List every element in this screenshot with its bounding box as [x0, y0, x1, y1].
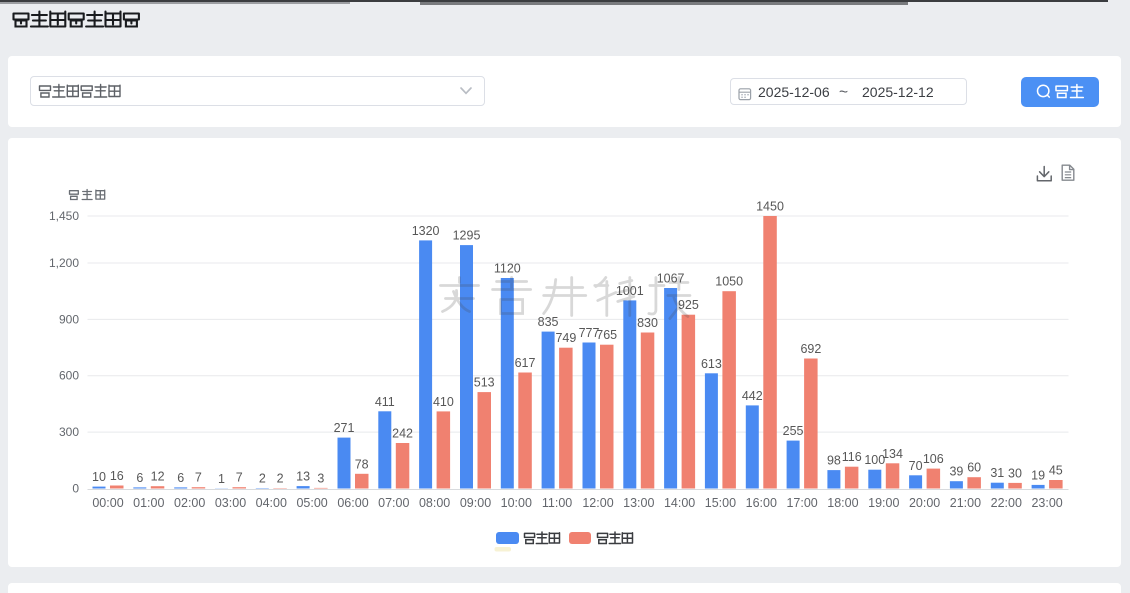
svg-text:411: 411	[375, 395, 395, 409]
svg-text:45: 45	[1049, 464, 1063, 478]
svg-text:3: 3	[317, 471, 324, 485]
svg-text:765: 765	[596, 328, 617, 342]
svg-text:05:00: 05:00	[296, 496, 327, 510]
svg-text:78: 78	[355, 457, 369, 471]
svg-text:613: 613	[701, 357, 722, 371]
svg-text:21:00: 21:00	[950, 496, 981, 510]
svg-text:242: 242	[392, 427, 413, 441]
svg-text:19: 19	[1031, 468, 1045, 482]
svg-text:7: 7	[236, 471, 243, 485]
svg-text:13: 13	[296, 470, 310, 484]
svg-text:116: 116	[842, 450, 862, 464]
svg-text:10:00: 10:00	[501, 496, 532, 510]
svg-text:410: 410	[433, 395, 454, 409]
svg-text:835: 835	[538, 315, 559, 329]
svg-text:513: 513	[474, 376, 495, 390]
svg-text:20:00: 20:00	[909, 496, 940, 510]
svg-text:98: 98	[827, 454, 841, 468]
svg-text:1120: 1120	[494, 262, 521, 276]
svg-text:749: 749	[555, 331, 576, 345]
svg-text:18:00: 18:00	[827, 496, 858, 510]
svg-text:22:00: 22:00	[991, 496, 1022, 510]
svg-text:04:00: 04:00	[256, 496, 287, 510]
svg-text:15:00: 15:00	[705, 496, 736, 510]
svg-text:16: 16	[110, 469, 124, 483]
svg-text:300: 300	[59, 425, 79, 439]
svg-text:11:00: 11:00	[542, 496, 572, 510]
svg-text:2: 2	[259, 472, 266, 486]
svg-text:442: 442	[742, 389, 763, 403]
svg-text:6: 6	[136, 471, 143, 485]
svg-text:600: 600	[59, 369, 79, 383]
svg-text:00:00: 00:00	[92, 496, 123, 510]
svg-text:30: 30	[1008, 466, 1022, 480]
svg-text:70: 70	[909, 459, 923, 473]
svg-text:7: 7	[195, 471, 202, 485]
svg-text:13:00: 13:00	[623, 496, 654, 510]
svg-text:1,450: 1,450	[49, 209, 79, 223]
svg-text:09:00: 09:00	[460, 496, 491, 510]
svg-text:1: 1	[218, 472, 225, 486]
svg-text:830: 830	[637, 316, 658, 330]
svg-text:1450: 1450	[756, 200, 784, 214]
svg-text:12: 12	[151, 470, 165, 484]
svg-text:17:00: 17:00	[786, 496, 817, 510]
svg-text:1,200: 1,200	[49, 256, 79, 270]
svg-text:6: 6	[177, 471, 184, 485]
svg-text:14:00: 14:00	[664, 496, 695, 510]
svg-text:134: 134	[882, 447, 903, 461]
svg-text:1320: 1320	[412, 224, 440, 238]
svg-text:39: 39	[949, 465, 963, 479]
svg-text:271: 271	[334, 421, 355, 435]
svg-text:01:00: 01:00	[133, 496, 164, 510]
svg-text:08:00: 08:00	[419, 496, 450, 510]
svg-text:19:00: 19:00	[868, 496, 899, 510]
svg-text:16:00: 16:00	[746, 496, 777, 510]
svg-text:1295: 1295	[453, 229, 481, 243]
svg-text:106: 106	[923, 452, 944, 466]
svg-text:31: 31	[990, 466, 1004, 480]
svg-text:07:00: 07:00	[378, 496, 409, 510]
svg-text:692: 692	[800, 342, 821, 356]
svg-text:06:00: 06:00	[337, 496, 368, 510]
svg-text:617: 617	[515, 356, 536, 370]
svg-text:60: 60	[967, 461, 981, 475]
svg-text:03:00: 03:00	[215, 496, 246, 510]
svg-text:1050: 1050	[715, 275, 743, 289]
svg-text:255: 255	[783, 424, 804, 438]
svg-text:23:00: 23:00	[1031, 496, 1062, 510]
svg-text:0: 0	[72, 482, 79, 496]
svg-text:12:00: 12:00	[582, 496, 613, 510]
svg-text:02:00: 02:00	[174, 496, 205, 510]
svg-text:900: 900	[59, 312, 79, 326]
svg-text:10: 10	[92, 470, 106, 484]
svg-text:2: 2	[277, 472, 284, 486]
